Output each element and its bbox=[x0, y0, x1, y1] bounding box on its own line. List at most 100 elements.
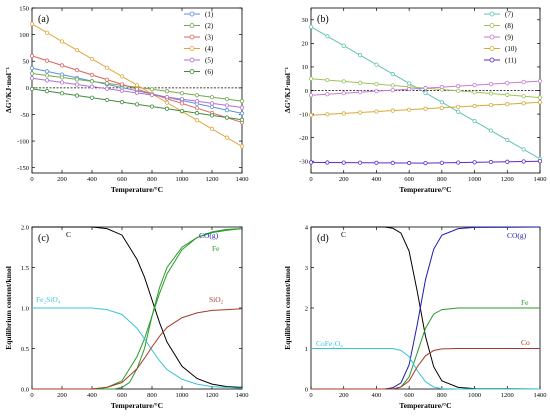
data-point bbox=[89, 72, 95, 78]
data-point bbox=[59, 63, 65, 68]
y-tick-label: 30 bbox=[302, 17, 309, 24]
legend-label: (1) bbox=[205, 11, 214, 19]
data-point bbox=[164, 94, 170, 100]
data-point bbox=[119, 74, 125, 79]
data-point bbox=[374, 62, 379, 67]
data-point bbox=[209, 113, 215, 118]
data-point bbox=[164, 106, 170, 111]
series-annotation: Fe bbox=[521, 298, 529, 307]
y-tick-label: 2 bbox=[305, 305, 308, 312]
data-point bbox=[537, 95, 543, 100]
data-point bbox=[74, 93, 80, 98]
data-point bbox=[59, 75, 65, 80]
y-axis-label: Equilibrium content/kmol bbox=[4, 266, 13, 350]
y-tick-label: 0 bbox=[305, 386, 308, 393]
legend-swatch-marker bbox=[189, 34, 195, 40]
data-point bbox=[89, 79, 95, 84]
data-point bbox=[134, 87, 140, 92]
data-point bbox=[59, 80, 65, 85]
data-point bbox=[149, 104, 155, 109]
y-tick-label: -10 bbox=[299, 111, 308, 118]
y-tick-label: 2.0 bbox=[21, 224, 29, 231]
data-point bbox=[325, 160, 330, 165]
panel-label: (b) bbox=[317, 14, 329, 25]
data-point bbox=[472, 83, 477, 88]
data-point bbox=[472, 119, 477, 124]
y-tick-label: 0.5 bbox=[21, 346, 29, 353]
series-line-4 bbox=[32, 307, 243, 389]
data-point bbox=[407, 81, 412, 86]
series-annotation: C bbox=[66, 230, 71, 239]
data-point bbox=[390, 88, 395, 93]
data-point bbox=[209, 95, 215, 100]
y-tick-label: 1.0 bbox=[21, 305, 29, 312]
data-point bbox=[104, 81, 110, 86]
data-point bbox=[164, 89, 170, 94]
legend-label: (10) bbox=[505, 45, 517, 53]
data-point bbox=[472, 160, 477, 165]
data-point bbox=[44, 89, 50, 94]
chart-panel-d: 0 200 400 600 800 1000 1200 1400 0 1 2 3 4 Temperatur… bbox=[283, 224, 547, 410]
y-tick-label: -50 bbox=[20, 112, 29, 119]
x-tick-label: 800 bbox=[147, 392, 157, 399]
data-point bbox=[29, 86, 35, 92]
y-tick-label: 0 bbox=[26, 85, 29, 92]
data-point bbox=[179, 91, 185, 96]
data-point bbox=[239, 111, 245, 116]
data-point bbox=[341, 160, 346, 165]
y-axis-label: ΔG°/KJ·mol⁻¹ bbox=[283, 67, 292, 113]
data-point bbox=[179, 101, 185, 106]
x-tick-label: 600 bbox=[404, 176, 414, 183]
series-line-2 bbox=[32, 228, 243, 390]
data-point bbox=[119, 100, 125, 105]
y-tick-label: 0.0 bbox=[21, 386, 29, 393]
legend-swatch-marker bbox=[489, 23, 495, 28]
data-point bbox=[164, 100, 170, 105]
x-tick-label: 600 bbox=[404, 392, 414, 399]
series-annotation: C bbox=[341, 230, 346, 239]
series-annotation: CO(g) bbox=[507, 231, 527, 240]
y-axis-label: Equilibrium content/kmol bbox=[283, 266, 292, 350]
data-point bbox=[44, 73, 50, 78]
data-point bbox=[341, 79, 346, 84]
legend-swatch-marker bbox=[489, 34, 495, 40]
legend-swatch-marker bbox=[489, 57, 495, 63]
data-point bbox=[423, 106, 428, 111]
data-point bbox=[194, 93, 200, 98]
data-point bbox=[89, 84, 95, 89]
legend-swatch-marker bbox=[189, 57, 195, 63]
panel-label: (c) bbox=[38, 233, 49, 244]
x-tick-label: 400 bbox=[372, 392, 382, 399]
legend-label: (4) bbox=[205, 45, 214, 53]
series-line-3 bbox=[32, 228, 243, 390]
data-point bbox=[521, 147, 526, 152]
data-point bbox=[44, 58, 50, 63]
legend-label: (8) bbox=[505, 22, 514, 30]
data-point bbox=[439, 160, 444, 165]
data-point bbox=[44, 30, 50, 35]
data-point bbox=[89, 95, 95, 100]
data-point bbox=[179, 97, 185, 102]
legend-label: (7) bbox=[505, 11, 514, 19]
data-point bbox=[29, 71, 35, 76]
data-point bbox=[505, 92, 510, 97]
legend-swatch-marker bbox=[189, 46, 195, 51]
x-tick-label: 1200 bbox=[206, 176, 219, 183]
data-point bbox=[488, 102, 494, 108]
series-line-1 bbox=[311, 226, 541, 390]
data-point bbox=[308, 160, 314, 165]
data-point bbox=[488, 91, 494, 96]
x-tick-label: 1400 bbox=[534, 176, 547, 183]
data-point bbox=[521, 159, 526, 164]
x-tick-label: 1000 bbox=[176, 176, 189, 183]
data-point bbox=[439, 100, 444, 105]
x-tick-label: 1000 bbox=[468, 176, 481, 183]
data-point bbox=[456, 104, 461, 110]
data-point bbox=[505, 137, 510, 143]
x-tick-label: 1200 bbox=[501, 176, 514, 183]
panel-label: (a) bbox=[38, 14, 49, 25]
chart-panel-c: 0 200 400 600 800 1000 1200 1400 0.0 0.5 1.0 1.5 2.0… bbox=[4, 224, 249, 410]
x-axis-label: Temperature/°C bbox=[399, 185, 451, 194]
x-axis-label: Temperature/°C bbox=[111, 185, 163, 194]
